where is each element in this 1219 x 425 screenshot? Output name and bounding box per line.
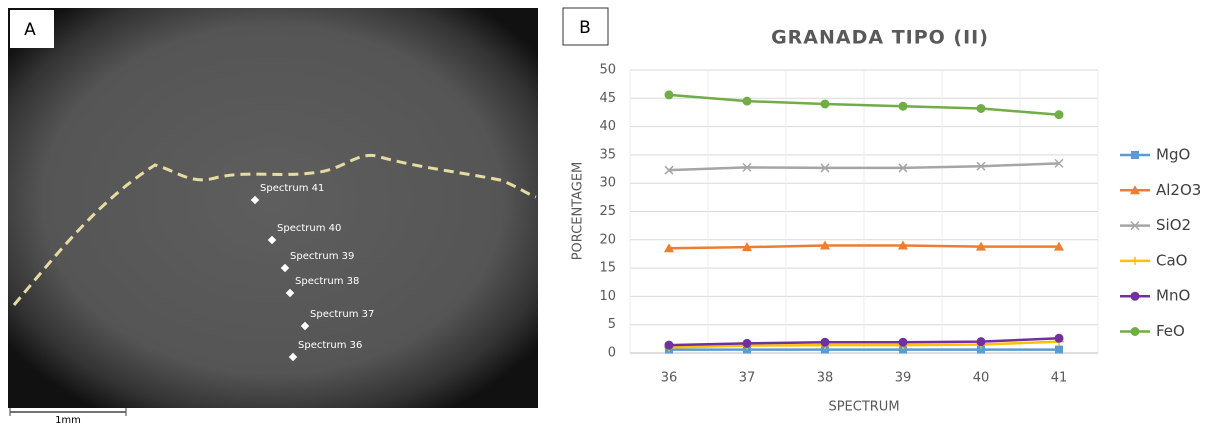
marker: [976, 241, 986, 251]
legend-label: FeO: [1156, 322, 1185, 340]
marker: [1054, 241, 1064, 251]
scale-bar-label: 1mm: [55, 415, 81, 425]
marker: [664, 90, 674, 100]
marker: [898, 337, 908, 347]
marker: [664, 340, 674, 350]
y-tick-label: 35: [599, 147, 616, 162]
marker: [1130, 256, 1140, 265]
series-line: [668, 337, 1060, 347]
panel-label: B: [579, 18, 591, 38]
legend-label: MgO: [1156, 146, 1190, 164]
marker: [664, 165, 674, 175]
series: [664, 158, 1064, 175]
panel-label: A: [24, 20, 36, 40]
series: [664, 333, 1064, 350]
spectrum-label: Spectrum 40: [277, 223, 341, 234]
y-tick-label: 30: [599, 176, 616, 191]
y-tick-label: 0: [608, 346, 616, 361]
marker: [976, 337, 986, 347]
x-tick-label: 40: [973, 371, 990, 386]
boundary-line: [12, 154, 537, 306]
series: [664, 240, 1064, 253]
spectrum-point: [250, 195, 260, 205]
legend-label: Al2O3: [1156, 181, 1201, 199]
marker: [1054, 158, 1064, 168]
marker: [820, 99, 830, 109]
spectrum-point: [288, 352, 298, 362]
y-tick-label: 10: [599, 289, 616, 304]
marker: [898, 240, 908, 250]
spectrum-label: Spectrum 39: [290, 251, 354, 262]
panel-label-box: [10, 10, 54, 48]
x-tick-label: 38: [817, 371, 834, 386]
x-tick-label: 41: [1051, 371, 1068, 386]
marker: [977, 345, 985, 354]
marker: [1130, 291, 1140, 301]
marker: [976, 103, 986, 113]
chart-panel: B GRANADA TIPO (II) SPECTRUM PORCENTAGEM: [562, 7, 989, 415]
micrograph: [8, 8, 538, 408]
marker: [821, 345, 829, 354]
marker: [742, 338, 752, 348]
spectrum-point: [300, 321, 310, 331]
legend-label: MnO: [1156, 287, 1190, 305]
panel-label-box: [562, 7, 609, 46]
spectrum-label: Spectrum 36: [298, 340, 362, 351]
y-tick-label: 40: [599, 119, 616, 134]
series-line: [668, 340, 1060, 349]
marker: [1130, 327, 1140, 336]
series: [664, 90, 1064, 120]
marker: [1130, 221, 1140, 231]
series-line: [668, 93, 1060, 116]
legend-label: CaO: [1156, 251, 1187, 269]
y-tick-label: 45: [599, 91, 616, 106]
spectrum-point: [285, 288, 295, 298]
x-tick-label: 36: [661, 371, 678, 386]
series-line: [668, 244, 1059, 250]
marker: [742, 162, 752, 172]
y-axis-title: PORCENTAGEM: [571, 162, 586, 261]
marker: [1131, 151, 1139, 159]
marker: [664, 243, 674, 253]
x-tick-label: 39: [895, 371, 912, 386]
marker: [899, 345, 907, 354]
micrograph-panel: A 1mm: [8, 8, 538, 425]
marker: [898, 163, 908, 173]
chart-title: GRANADA TIPO (II): [771, 27, 989, 49]
marker: [976, 161, 986, 171]
y-tick-label: 25: [599, 204, 616, 219]
y-tick-label: 20: [599, 232, 616, 247]
series-line: [668, 162, 1060, 172]
y-tick-label: 15: [599, 261, 616, 276]
spectrum-label: Spectrum 41: [260, 183, 324, 194]
spectrum-label: Spectrum 38: [295, 276, 359, 287]
x-axis-title: SPECTRUM: [828, 400, 899, 415]
marker: [1055, 345, 1063, 354]
spectrum-point: [267, 235, 277, 245]
x-tick-label: 37: [739, 371, 756, 386]
y-tick-label: 5: [608, 317, 616, 332]
spectrum-point: [280, 263, 290, 273]
marker: [1130, 185, 1140, 195]
marker: [820, 337, 830, 347]
marker: [820, 163, 830, 173]
marker: [742, 242, 752, 252]
spectrum-label: Spectrum 37: [310, 309, 374, 320]
y-tick-label: 50: [599, 63, 616, 78]
marker: [1054, 333, 1064, 343]
marker: [820, 240, 830, 250]
legend-label: SiO2: [1156, 216, 1191, 234]
marker: [1054, 110, 1064, 120]
marker: [898, 101, 908, 111]
marker: [742, 96, 752, 106]
